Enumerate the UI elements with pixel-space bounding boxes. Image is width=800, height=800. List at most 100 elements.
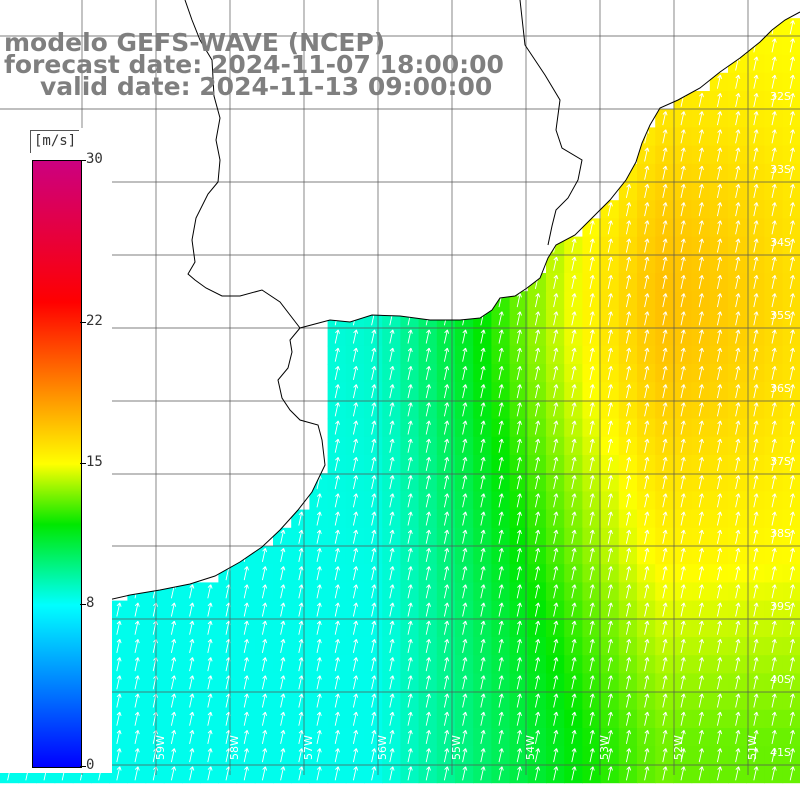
wind-arrow bbox=[389, 456, 395, 471]
wind-arrow bbox=[607, 529, 613, 544]
wind-arrow bbox=[789, 402, 795, 417]
wind-arrow bbox=[662, 384, 668, 399]
wind-arrow bbox=[589, 347, 595, 362]
wind-arrow bbox=[753, 638, 759, 653]
wind-arrow bbox=[662, 602, 668, 617]
wind-arrow bbox=[407, 693, 413, 708]
wind-arrow bbox=[716, 238, 723, 253]
wind-arrow bbox=[534, 547, 541, 562]
wind-arrow bbox=[789, 420, 795, 435]
wind-arrow bbox=[462, 547, 468, 562]
colorbar-tick-label: 8 bbox=[86, 595, 95, 612]
wind-arrow bbox=[571, 729, 577, 744]
wind-arrow bbox=[334, 711, 340, 726]
wind-arrow bbox=[662, 748, 668, 763]
wind-arrow bbox=[298, 529, 304, 544]
wind-arrow bbox=[425, 511, 431, 526]
wind-arrow bbox=[407, 584, 413, 599]
wind-arrow bbox=[498, 402, 504, 417]
wind-arrow bbox=[789, 384, 795, 399]
wind-arrow bbox=[352, 766, 359, 781]
wind-arrow bbox=[735, 711, 741, 726]
wind-arrow bbox=[789, 675, 795, 690]
wind-arrow bbox=[534, 657, 541, 672]
wind-arrow bbox=[425, 438, 431, 453]
colorbar-tick-label: 0 bbox=[86, 757, 95, 773]
wind-arrow bbox=[662, 511, 668, 526]
wind-arrow bbox=[662, 329, 668, 344]
wind-arrow bbox=[462, 511, 468, 526]
wind-arrow bbox=[735, 238, 741, 253]
wind-arrow bbox=[644, 202, 650, 217]
wind-arrow bbox=[516, 456, 522, 471]
wind-arrow bbox=[298, 748, 304, 763]
wind-arrow bbox=[389, 547, 395, 562]
wind-arrow bbox=[589, 238, 595, 253]
wind-arrow bbox=[789, 638, 795, 653]
wind-arrow bbox=[534, 675, 541, 690]
wind-arrow bbox=[316, 748, 322, 763]
wind-arrow bbox=[534, 293, 541, 308]
wind-arrow bbox=[352, 529, 359, 544]
wind-arrow bbox=[425, 602, 431, 617]
wind-arrow bbox=[680, 438, 686, 453]
wind-arrow bbox=[462, 329, 468, 344]
wind-arrow bbox=[680, 420, 686, 435]
wind-arrow bbox=[662, 256, 668, 271]
wind-arrow bbox=[571, 638, 577, 653]
wind-arrow bbox=[771, 402, 777, 417]
wind-arrow bbox=[352, 729, 359, 744]
wind-arrow bbox=[753, 584, 759, 599]
wind-arrow bbox=[662, 183, 668, 198]
wind-arrow bbox=[589, 584, 595, 599]
wind-arrow bbox=[607, 384, 613, 399]
wind-arrow bbox=[352, 638, 359, 653]
wind-arrow bbox=[571, 602, 577, 617]
wind-arrow bbox=[371, 657, 377, 672]
wind-arrow bbox=[389, 766, 395, 781]
wind-arrow bbox=[753, 438, 759, 453]
wind-arrow bbox=[716, 602, 723, 617]
wind-arrow bbox=[516, 566, 522, 581]
wind-arrow bbox=[771, 766, 777, 781]
longitude-label: 56W bbox=[376, 735, 389, 760]
wind-arrow bbox=[571, 748, 577, 763]
wind-arrow bbox=[662, 220, 668, 235]
wind-arrow bbox=[589, 438, 595, 453]
wind-arrow bbox=[480, 675, 486, 690]
wind-arrow bbox=[352, 511, 359, 526]
wind-arrow bbox=[789, 620, 795, 635]
wind-arrow bbox=[698, 638, 704, 653]
wind-arrow bbox=[644, 365, 650, 380]
wind-arrow bbox=[498, 566, 504, 581]
wind-arrow bbox=[662, 584, 668, 599]
wind-arrow bbox=[334, 365, 340, 380]
wind-arrow bbox=[316, 675, 322, 690]
wind-arrow bbox=[443, 620, 450, 635]
wind-arrow bbox=[334, 529, 340, 544]
wind-arrow bbox=[771, 693, 777, 708]
wind-arrow bbox=[753, 74, 759, 89]
wind-arrow bbox=[134, 748, 140, 763]
wind-arrow bbox=[207, 620, 213, 635]
wind-arrow bbox=[189, 638, 195, 653]
wind-arrow bbox=[407, 675, 413, 690]
wind-arrow bbox=[680, 511, 686, 526]
wind-arrow bbox=[334, 456, 340, 471]
wind-arrow bbox=[553, 402, 559, 417]
wind-arrow bbox=[553, 584, 559, 599]
wind-arrow bbox=[261, 766, 268, 781]
wind-arrow bbox=[644, 657, 650, 672]
wind-arrow bbox=[680, 675, 686, 690]
wind-arrow bbox=[352, 547, 359, 562]
wind-arrow bbox=[516, 329, 522, 344]
wind-arrow bbox=[771, 293, 777, 308]
wind-arrow bbox=[425, 693, 431, 708]
wind-arrow bbox=[207, 675, 213, 690]
wind-arrow bbox=[116, 620, 122, 635]
wind-arrow bbox=[771, 256, 777, 271]
wind-arrow bbox=[553, 547, 559, 562]
wind-arrow bbox=[498, 311, 504, 326]
wind-arrow bbox=[371, 711, 377, 726]
wind-arrow bbox=[371, 566, 377, 581]
